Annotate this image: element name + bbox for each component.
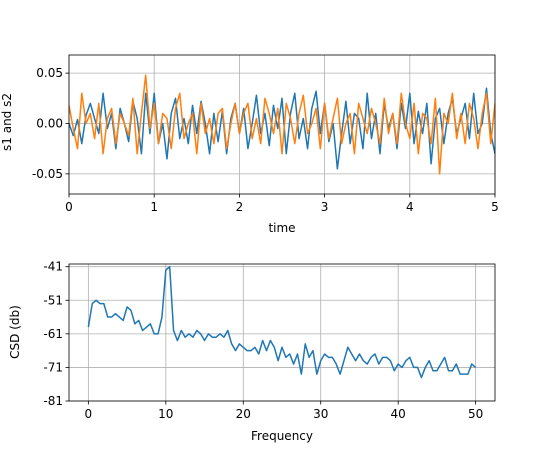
bottom-axes-frame — [68, 263, 496, 402]
top-y-tick-label: 0.05 — [36, 66, 63, 80]
bottom-series-group — [87, 265, 477, 379]
bottom-x-tick-label: 10 — [158, 407, 173, 421]
bottom-y-tick-label: -41 — [43, 260, 63, 274]
top-x-axis-label: time — [268, 221, 295, 235]
top-y-tick-label: 0.00 — [36, 116, 63, 130]
top-x-tick-label: 2 — [236, 200, 244, 214]
top-series-group — [69, 74, 495, 175]
bottom-x-axis-label: Frequency — [251, 429, 313, 443]
top-y-tick-label: -0.05 — [32, 167, 63, 181]
top-x-tick-label: 0 — [65, 200, 73, 214]
bottom-subplot: Frequency CSD (db) 0 10 20 30 40 50 -41 -51 -61 -… — [8, 260, 496, 443]
top-axes-frame — [68, 54, 496, 195]
top-x-tick-label: 1 — [150, 200, 158, 214]
top-subplot: time s1 and s2 0 1 2 3 4 5 0.05 0.00 -0.05 — [0, 54, 499, 235]
bottom-y-tick-label: -61 — [43, 327, 63, 341]
bottom-series-line-1 — [87, 265, 477, 379]
bottom-y-tick-label: -51 — [43, 293, 63, 307]
bottom-x-tick-label: 30 — [313, 407, 328, 421]
top-x-tick-label: 3 — [321, 200, 329, 214]
bottom-x-tick-label: 50 — [468, 407, 483, 421]
bottom-grid — [69, 264, 495, 402]
bottom-y-axis-label: CSD (db) — [8, 305, 22, 359]
top-x-tick-label: 5 — [491, 200, 499, 214]
bottom-y-tick-label: -71 — [43, 360, 63, 374]
top-series-line-2 — [69, 74, 495, 175]
bottom-x-tick-label: 20 — [236, 407, 251, 421]
bottom-y-tick-label: -81 — [43, 394, 63, 408]
top-x-tick-label: 4 — [406, 200, 414, 214]
top-y-axis-label: s1 and s2 — [0, 93, 14, 151]
top-series-line-1 — [69, 87, 495, 170]
bottom-x-tick-label: 0 — [85, 407, 93, 421]
bottom-x-tick-label: 40 — [391, 407, 406, 421]
